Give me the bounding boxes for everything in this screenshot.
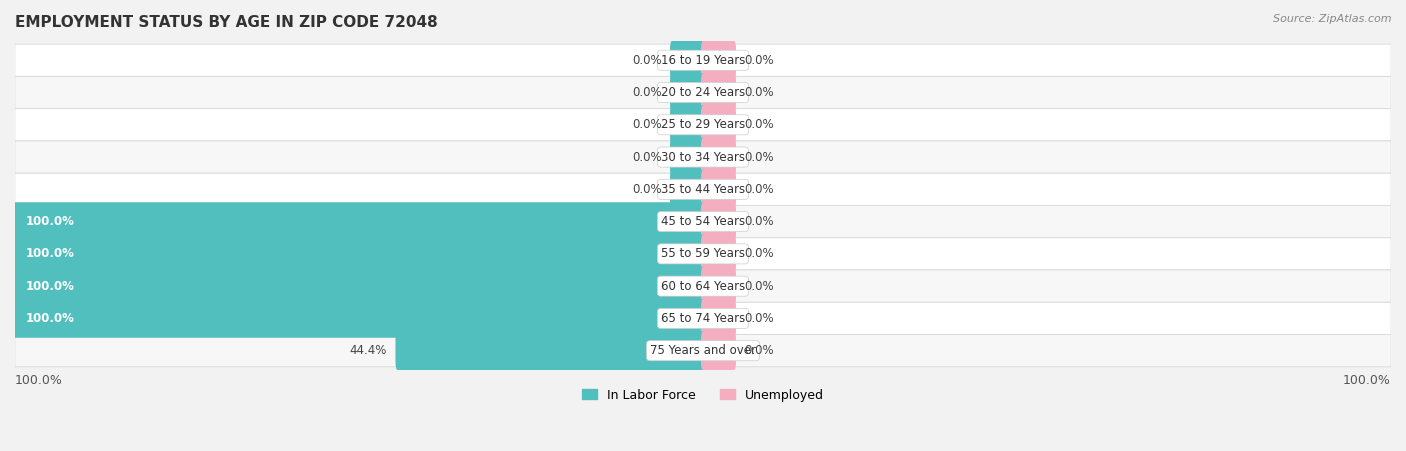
- Text: 0.0%: 0.0%: [633, 86, 662, 99]
- Legend: In Labor Force, Unemployed: In Labor Force, Unemployed: [576, 384, 830, 407]
- FancyBboxPatch shape: [395, 331, 704, 370]
- Text: 0.0%: 0.0%: [633, 54, 662, 67]
- Text: 100.0%: 100.0%: [25, 312, 75, 325]
- FancyBboxPatch shape: [702, 202, 735, 241]
- Text: 100.0%: 100.0%: [1343, 374, 1391, 387]
- FancyBboxPatch shape: [13, 202, 704, 241]
- Text: 100.0%: 100.0%: [25, 215, 75, 228]
- Text: 0.0%: 0.0%: [744, 151, 773, 164]
- FancyBboxPatch shape: [15, 302, 1391, 335]
- FancyBboxPatch shape: [702, 331, 735, 370]
- Text: 0.0%: 0.0%: [744, 280, 773, 293]
- FancyBboxPatch shape: [671, 170, 704, 209]
- FancyBboxPatch shape: [671, 138, 704, 176]
- FancyBboxPatch shape: [15, 335, 1391, 367]
- FancyBboxPatch shape: [13, 235, 704, 273]
- FancyBboxPatch shape: [15, 206, 1391, 238]
- Text: 0.0%: 0.0%: [744, 215, 773, 228]
- FancyBboxPatch shape: [671, 41, 704, 80]
- Text: 0.0%: 0.0%: [744, 183, 773, 196]
- Text: 0.0%: 0.0%: [744, 312, 773, 325]
- Text: Source: ZipAtlas.com: Source: ZipAtlas.com: [1274, 14, 1392, 23]
- Text: 25 to 29 Years: 25 to 29 Years: [661, 118, 745, 131]
- Text: EMPLOYMENT STATUS BY AGE IN ZIP CODE 72048: EMPLOYMENT STATUS BY AGE IN ZIP CODE 720…: [15, 15, 437, 30]
- Text: 44.4%: 44.4%: [350, 344, 387, 357]
- FancyBboxPatch shape: [15, 270, 1391, 302]
- Text: 100.0%: 100.0%: [15, 374, 63, 387]
- Text: 0.0%: 0.0%: [633, 118, 662, 131]
- FancyBboxPatch shape: [671, 73, 704, 112]
- Text: 0.0%: 0.0%: [744, 86, 773, 99]
- FancyBboxPatch shape: [15, 141, 1391, 173]
- FancyBboxPatch shape: [13, 267, 704, 305]
- FancyBboxPatch shape: [15, 238, 1391, 270]
- Text: 30 to 34 Years: 30 to 34 Years: [661, 151, 745, 164]
- Text: 0.0%: 0.0%: [744, 247, 773, 260]
- FancyBboxPatch shape: [702, 106, 735, 144]
- Text: 100.0%: 100.0%: [25, 247, 75, 260]
- Text: 35 to 44 Years: 35 to 44 Years: [661, 183, 745, 196]
- Text: 100.0%: 100.0%: [25, 280, 75, 293]
- Text: 65 to 74 Years: 65 to 74 Years: [661, 312, 745, 325]
- FancyBboxPatch shape: [15, 76, 1391, 109]
- Text: 45 to 54 Years: 45 to 54 Years: [661, 215, 745, 228]
- Text: 0.0%: 0.0%: [744, 54, 773, 67]
- FancyBboxPatch shape: [702, 267, 735, 305]
- FancyBboxPatch shape: [671, 106, 704, 144]
- FancyBboxPatch shape: [702, 73, 735, 112]
- Text: 60 to 64 Years: 60 to 64 Years: [661, 280, 745, 293]
- FancyBboxPatch shape: [15, 44, 1391, 76]
- Text: 75 Years and over: 75 Years and over: [650, 344, 756, 357]
- Text: 0.0%: 0.0%: [744, 344, 773, 357]
- Text: 0.0%: 0.0%: [744, 118, 773, 131]
- FancyBboxPatch shape: [702, 138, 735, 176]
- Text: 0.0%: 0.0%: [633, 151, 662, 164]
- Text: 20 to 24 Years: 20 to 24 Years: [661, 86, 745, 99]
- FancyBboxPatch shape: [15, 109, 1391, 141]
- Text: 0.0%: 0.0%: [633, 183, 662, 196]
- Text: 16 to 19 Years: 16 to 19 Years: [661, 54, 745, 67]
- FancyBboxPatch shape: [15, 173, 1391, 206]
- Text: 55 to 59 Years: 55 to 59 Years: [661, 247, 745, 260]
- FancyBboxPatch shape: [702, 41, 735, 80]
- FancyBboxPatch shape: [702, 170, 735, 209]
- FancyBboxPatch shape: [13, 299, 704, 338]
- FancyBboxPatch shape: [702, 235, 735, 273]
- FancyBboxPatch shape: [702, 299, 735, 338]
